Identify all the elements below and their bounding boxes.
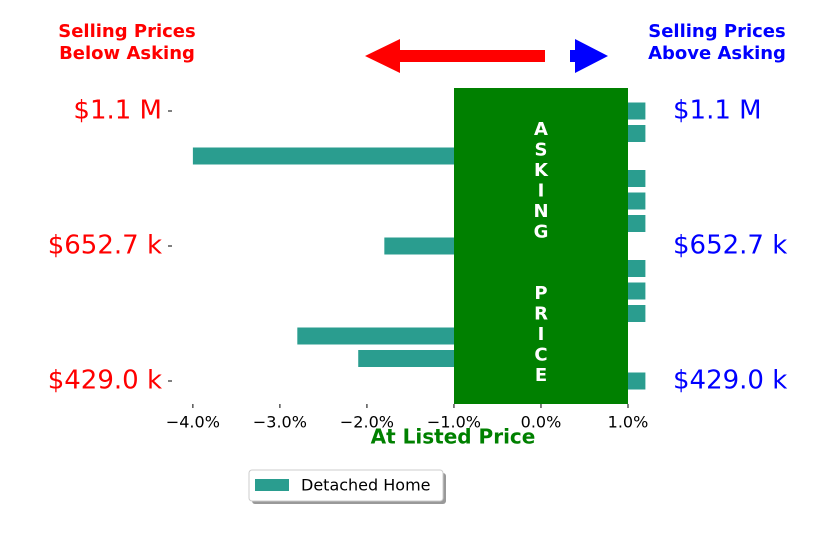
x-tick-label: −2.0% [340, 413, 394, 432]
left-title: Selling Prices [58, 21, 195, 42]
x-axis-label: At Listed Price [371, 425, 536, 449]
y-tick-label-right: $652.7 k [673, 231, 787, 261]
legend-swatch [255, 479, 289, 491]
x-tick-label: −1.0% [427, 413, 481, 432]
asking-band [454, 88, 628, 404]
y-tick-label-right: $1.1 M [673, 96, 762, 126]
right-arrow [570, 39, 608, 73]
bar [192, 147, 541, 165]
right-title: Selling Prices [648, 21, 785, 42]
x-tick-label: −4.0% [166, 413, 220, 432]
y-tick-label: $429.0 k [48, 366, 162, 396]
left-title: Below Asking [59, 43, 195, 64]
right-title: Above Asking [648, 43, 786, 64]
y-tick-label-right: $429.0 k [673, 366, 787, 396]
x-tick-label: 1.0% [608, 413, 649, 432]
x-tick-label: 0.0% [521, 413, 562, 432]
y-tick-label: $652.7 k [48, 231, 162, 261]
x-tick-label: −3.0% [253, 413, 307, 432]
y-tick-label: $1.1 M [73, 96, 162, 126]
left-arrow [365, 39, 545, 73]
legend [248, 469, 444, 502]
legend-label: Detached Home [301, 476, 431, 495]
